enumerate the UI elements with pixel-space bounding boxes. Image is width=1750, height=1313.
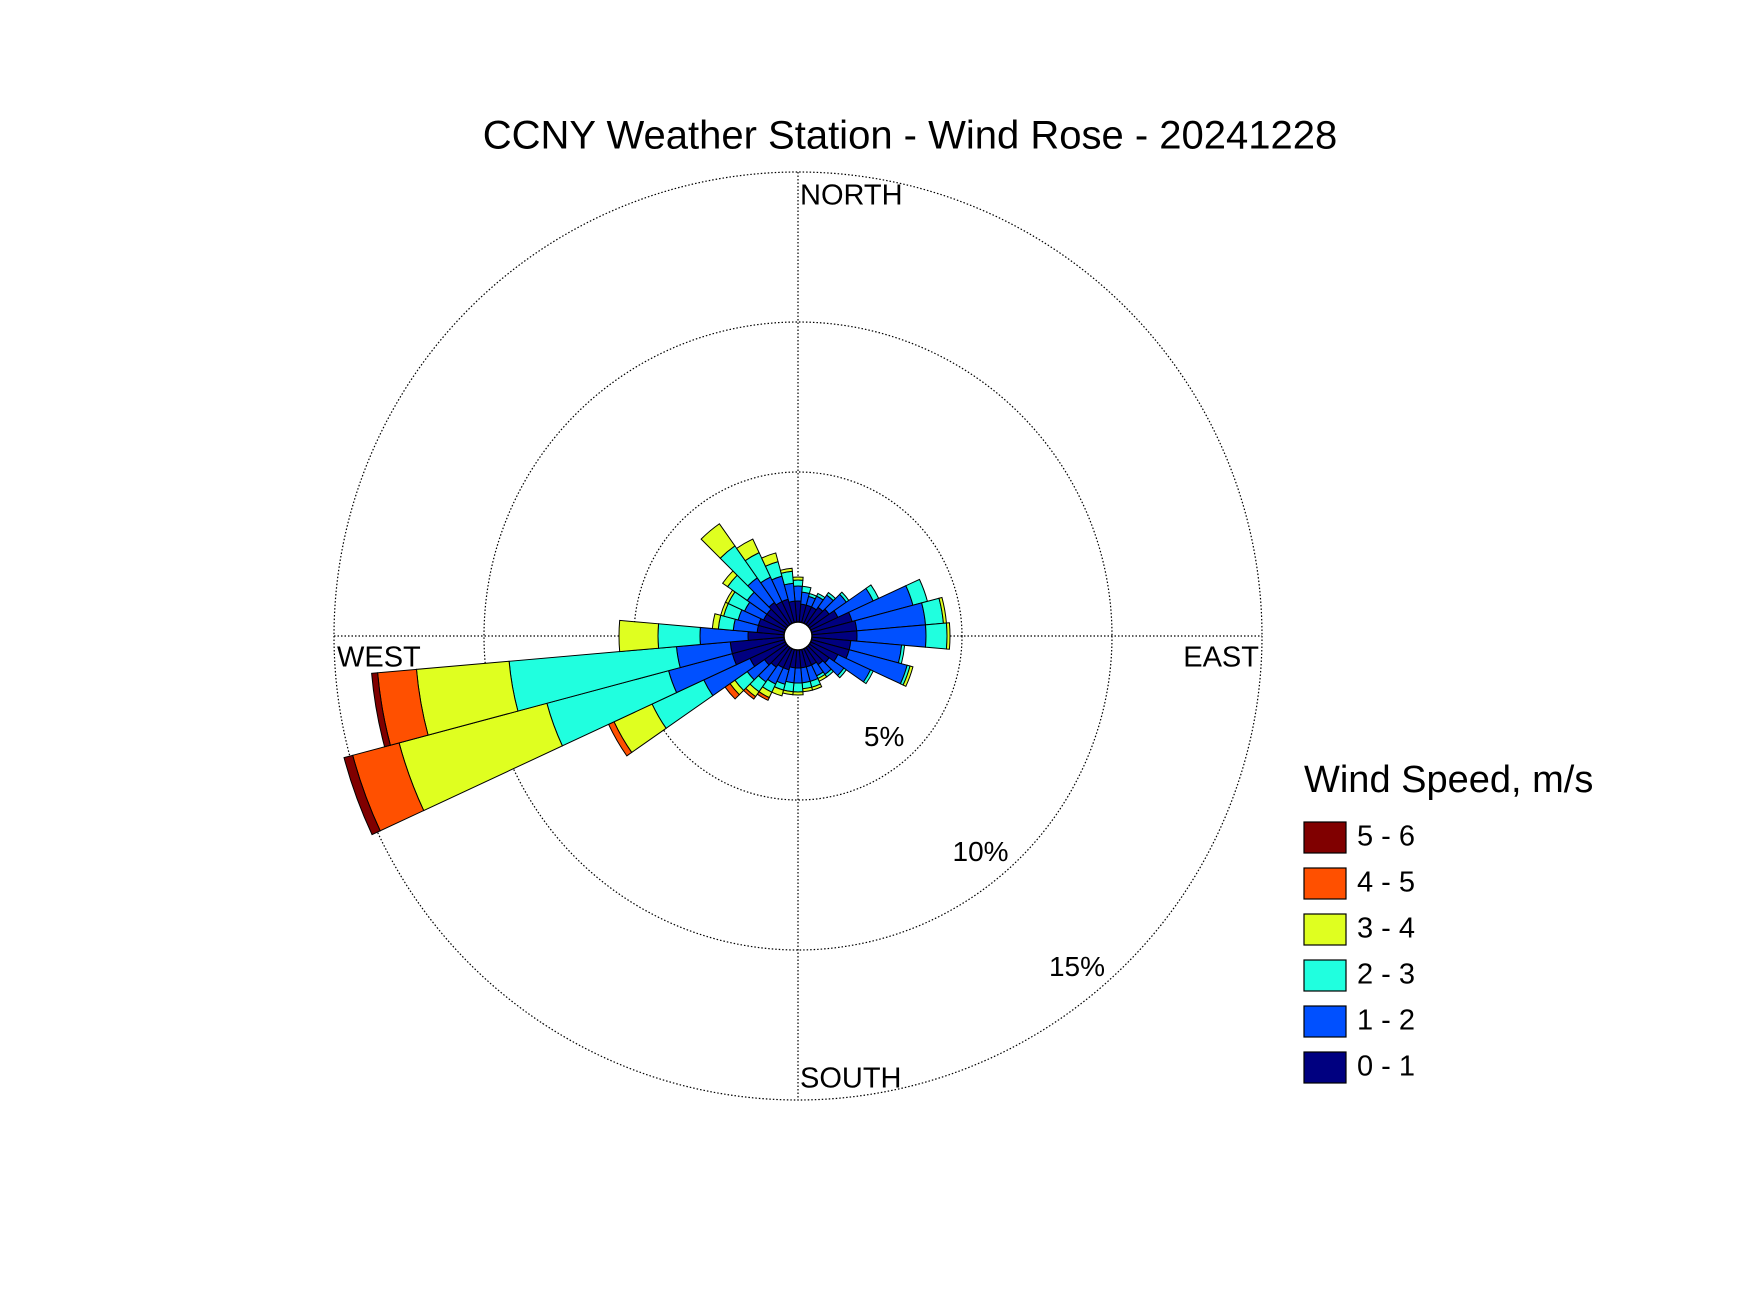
west-label: WEST [337,642,421,674]
wedge [836,667,848,679]
legend-label: 3 - 4 [1357,913,1415,945]
legend-swatch [1303,1051,1347,1084]
legend-swatch [1303,1005,1347,1038]
grid-circle [483,321,1113,951]
wedge [945,622,951,650]
center-hole [783,621,813,651]
wedge [801,585,812,595]
wedge [657,623,701,649]
wedge [700,523,736,559]
legend-label: 1 - 2 [1357,1005,1415,1037]
wedge [618,619,660,653]
r-tick-label: 10% [953,836,1009,867]
legend-label: 4 - 5 [1357,867,1415,899]
wedge [735,538,760,562]
legend-swatch [1303,913,1347,946]
wedge [343,754,381,836]
r-tick-label: 5% [864,721,904,752]
wedges [343,523,951,836]
grid-circle [333,171,1263,1101]
legend-label: 0 - 1 [1357,1051,1415,1083]
wedge [760,552,779,567]
legend-swatch [1303,867,1347,900]
wedge [792,682,804,693]
wedge [792,579,804,587]
east-label: EAST [1183,642,1259,674]
legend-label: 2 - 3 [1357,959,1415,991]
chart-title: CCNY Weather Station - Wind Rose - 20241… [483,114,1338,158]
legend-label: 5 - 6 [1357,821,1415,853]
wedge [779,567,793,574]
wedge [792,691,804,696]
legend-swatch [1303,821,1347,854]
wedge [792,576,804,581]
legend-title: Wind Speed, m/s [1304,759,1593,801]
legend: 0 - 1 1 - 2 2 - 3 3 - 4 4 - 5 5 - 6 [1303,821,1415,1084]
wedge [902,665,914,687]
r-tick-label: 15% [1049,951,1105,982]
wedge [924,622,948,650]
wedge [862,669,874,685]
legend-swatch [1303,959,1347,992]
north-label: NORTH [800,180,903,212]
wedge [371,672,391,748]
south-label: SOUTH [800,1063,902,1095]
grid: 5% 10% 15% [333,171,1263,1101]
